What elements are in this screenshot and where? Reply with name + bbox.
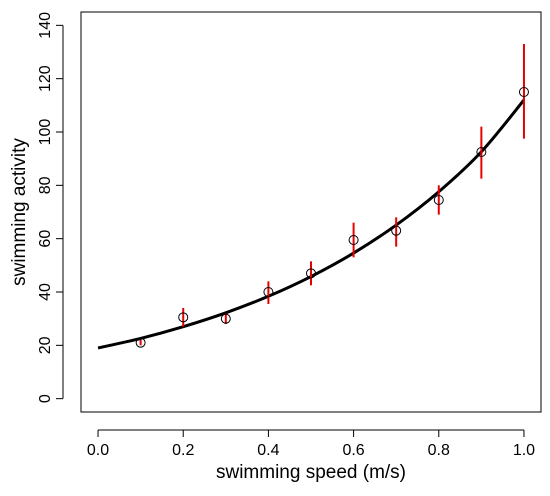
fitted-curve-line: [97, 99, 526, 350]
x-axis-title: swimming speed (m/s): [216, 462, 406, 483]
x-tick-label: 0.0: [87, 442, 109, 459]
y-tick-label: 60: [37, 230, 54, 248]
x-tick-label: 0.6: [342, 442, 364, 459]
y-tick-label: 20: [37, 336, 54, 354]
data-point: [135, 337, 146, 348]
plot-frame: [80, 11, 542, 413]
y-tick-label: 0: [37, 394, 54, 403]
x-tick-label: 0.2: [172, 442, 194, 459]
data-point: [178, 312, 189, 323]
data-point: [263, 287, 274, 297]
y-tick-label: 140: [37, 12, 54, 39]
x-tick-label: 0.8: [428, 442, 450, 459]
data-point: [433, 195, 444, 205]
x-axis: 0.0 0.2 0.4 0.6 0.8 1.0: [87, 429, 535, 459]
y-tick-label: 80: [37, 176, 54, 194]
data-point: [348, 235, 359, 245]
data-point: [306, 268, 316, 279]
data-point: [391, 225, 402, 236]
data-point: [518, 87, 529, 97]
x-tick-label: 1.0: [513, 442, 535, 459]
plot-area: [80, 11, 542, 413]
y-tick-label: 40: [37, 283, 54, 301]
x-tick-label: 0.4: [257, 442, 279, 459]
y-axis: 0 20 40 60 80 100 120 140: [37, 12, 64, 403]
y-tick-label: 120: [37, 65, 54, 92]
data-point: [476, 147, 487, 157]
data-point-layer: [135, 87, 529, 348]
data-point: [220, 313, 231, 324]
y-tick-label: 100: [37, 119, 54, 146]
y-axis-title: swimming activity: [9, 138, 30, 286]
error-bar-layer: [139, 44, 525, 346]
fitted-curve-layer: [97, 99, 526, 350]
